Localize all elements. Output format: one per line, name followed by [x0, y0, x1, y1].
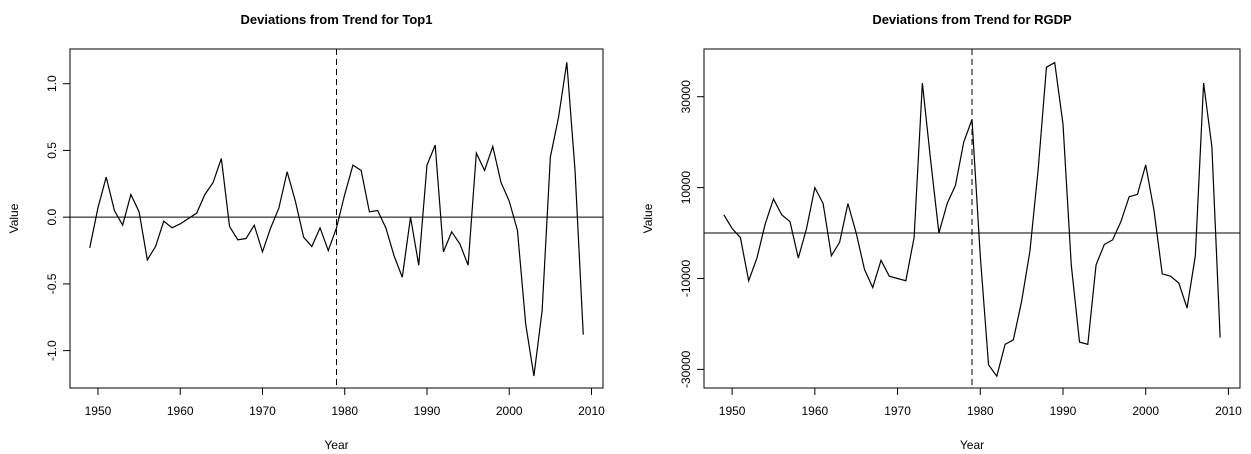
- x-tick-label: 1990: [1050, 404, 1077, 418]
- data-line: [89, 62, 584, 377]
- x-tick-label: 2000: [496, 404, 523, 418]
- x-tick-label: 1980: [331, 404, 358, 418]
- y-tick-label: 10000: [679, 171, 693, 205]
- y-tick-label: 0.0: [45, 209, 59, 226]
- x-tick-label: 1970: [249, 404, 276, 418]
- y-tick-label: -30000: [679, 350, 693, 388]
- x-tick-label: 1960: [167, 404, 194, 418]
- y-tick-label: -1.0: [45, 340, 59, 361]
- y-tick-label: 1.0: [45, 75, 59, 92]
- x-tick-label: 2010: [1215, 404, 1242, 418]
- x-tick-label: 1970: [884, 404, 911, 418]
- x-tick-label: 1950: [85, 404, 112, 418]
- y-axis-label: Value: [641, 203, 655, 233]
- y-tick-label: -10000: [679, 259, 693, 297]
- y-tick-label: 30000: [679, 80, 693, 114]
- y-tick-label: -0.5: [45, 273, 59, 294]
- y-axis-label: Value: [7, 203, 21, 233]
- y-tick-label: 0.5: [45, 142, 59, 159]
- chart-title: Deviations from Trend for Top1: [241, 12, 433, 27]
- x-tick-label: 1960: [801, 404, 828, 418]
- x-tick-label: 2000: [1132, 404, 1159, 418]
- x-axis-label: Year: [960, 438, 984, 452]
- x-tick-label: 2010: [578, 404, 605, 418]
- chart-title: Deviations from Trend for RGDP: [872, 12, 1072, 27]
- x-tick-label: 1990: [414, 404, 441, 418]
- x-tick-label: 1950: [719, 404, 746, 418]
- x-axis-label: Year: [324, 438, 348, 452]
- x-tick-label: 1980: [967, 404, 994, 418]
- data-line: [723, 61, 1221, 378]
